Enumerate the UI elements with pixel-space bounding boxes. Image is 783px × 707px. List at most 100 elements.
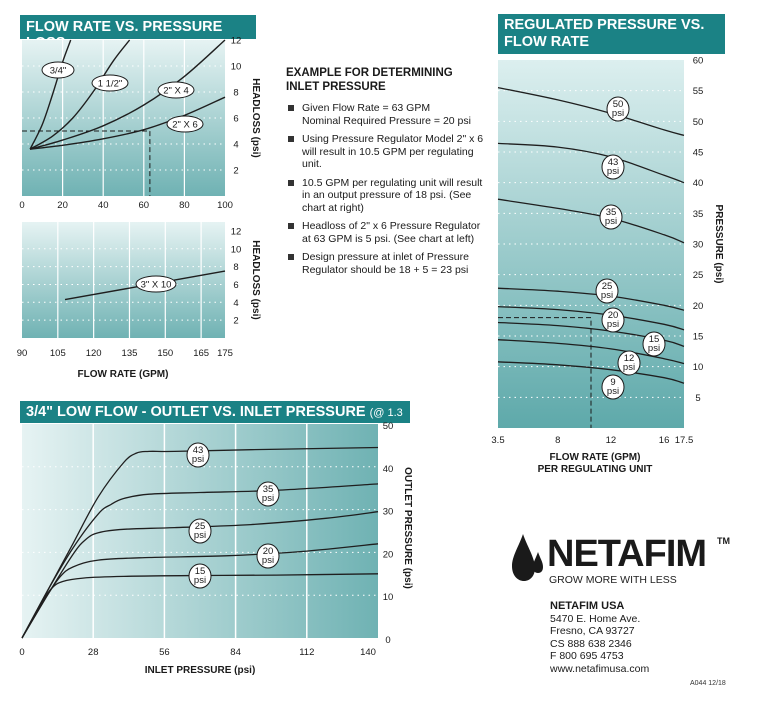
document-id: A044 12/18 [690, 680, 726, 687]
series-label-text: 9 [610, 377, 615, 388]
series-label-bubble [186, 442, 210, 468]
series-label-text: 20 [263, 546, 274, 557]
series-line [21, 446, 379, 639]
header-regulated-line2: FLOW RATE [504, 34, 590, 50]
header-low-flow-title: 3/4" LOW FLOW - OUTLET VS. INLET PRESSUR… [26, 404, 366, 420]
series-label-text: 15 [649, 334, 660, 345]
series-label-bubble [606, 96, 630, 122]
x-tick-label: 80 [179, 200, 190, 211]
series-label-text: 35 [606, 207, 617, 218]
series-label-text: 3" X 10 [141, 280, 172, 291]
netafim-logo: NETAFIM TM GROW MORE WITH LESS [509, 532, 749, 592]
x-tick-label: 120 [86, 348, 102, 359]
series-label-bubble [256, 481, 280, 507]
example-item-text: Given Flow Rate = 63 GPM [302, 102, 431, 114]
series-label-text: psi [194, 530, 206, 541]
bullet-icon [288, 105, 294, 111]
series-label-bubble [256, 543, 280, 569]
example-item: Headloss of 2" x 6 Pressure Regulator at… [286, 220, 486, 245]
x-tick-label: 28 [88, 647, 99, 658]
series-line [29, 39, 226, 150]
y-axis-label: HEADLOSS (psi) [250, 240, 261, 319]
example-title-line1: EXAMPLE FOR DETERMINING [286, 67, 453, 79]
header-regulated-line1: REGULATED PRESSURE VS. [504, 17, 705, 33]
example-item-text: Headloss of 2" x 6 Pressure Regulator at… [302, 220, 481, 245]
y-axis-label: PRESSURE (psi) [713, 205, 724, 284]
series-label-text: 43 [193, 445, 204, 456]
example-item-text: Nominal Required Pressure = 20 psi [302, 114, 471, 127]
series-line [21, 573, 379, 639]
x-tick-label: 40 [98, 200, 109, 211]
website-link[interactable]: www.netafimusa.com [550, 662, 650, 675]
x-tick-label: 140 [360, 647, 376, 658]
x-tick-label: 105 [50, 348, 66, 359]
series-label-text: 12 [624, 353, 635, 364]
example-title: EXAMPLE FOR DETERMINING INLET PRESSURE [286, 66, 486, 94]
x-tick-label: 165 [193, 348, 209, 359]
bullet-icon [288, 136, 294, 142]
series-line [30, 96, 226, 150]
series-label-text: psi [605, 216, 617, 227]
x-tick-label: 60 [139, 200, 150, 211]
x-tick-label: 0 [19, 200, 24, 211]
x-tick-label: 8 [555, 435, 560, 446]
y-tick-label: 25 [693, 270, 704, 281]
series-label-text: psi [612, 108, 624, 119]
series-label-text: 25 [602, 281, 613, 292]
y-tick-label: 30 [383, 507, 394, 518]
header-regulated-pressure: REGULATED PRESSURE VS. FLOW RATE [498, 14, 725, 54]
company-address: NETAFIM USA 5470 E. Home Ave. Fresno, CA… [550, 600, 649, 675]
series-label-text: 15 [195, 566, 206, 577]
y-tick-label: 60 [693, 56, 704, 67]
y-tick-label: 20 [383, 549, 394, 560]
x-tick-label: 0 [19, 647, 24, 658]
y-tick-label: 4 [233, 298, 238, 309]
y-tick-label: 8 [233, 262, 238, 273]
series-label-text: psi [262, 555, 274, 566]
series-label-bubble [601, 374, 625, 400]
series-label-bubble [595, 278, 619, 304]
y-tick-label: 35 [693, 209, 704, 220]
bullet-icon [288, 254, 294, 260]
y-tick-label: 8 [233, 88, 238, 99]
address-street: 5470 E. Home Ave. [550, 612, 641, 625]
series-label-text: psi [648, 343, 660, 354]
y-tick-label: 5 [695, 393, 700, 404]
bullet-icon [288, 179, 294, 186]
y-tick-label: 50 [693, 117, 704, 128]
bullet-icon [288, 223, 294, 229]
x-tick-label: 84 [230, 647, 241, 658]
x-axis-label: FLOW RATE (GPM) [78, 369, 169, 380]
example-title-line2: INLET PRESSURE [286, 81, 386, 93]
phone-cs: CS 888 638 2346 [550, 637, 632, 650]
series-label-bubble [91, 74, 129, 92]
y-tick-label: 2 [233, 166, 238, 177]
series-label-text: 2" X 4 [163, 86, 189, 97]
company-name: NETAFIM USA [550, 600, 625, 612]
header-flow-vs-pressure-loss: FLOW RATE VS. PRESSURE LOSS [20, 15, 256, 51]
x-tick-label: 56 [159, 647, 170, 658]
y-tick-label: 10 [693, 362, 704, 373]
y-tick-label: 20 [693, 301, 704, 312]
series-label-text: psi [194, 575, 206, 586]
x-tick-label: 90 [17, 348, 28, 359]
guide-dashed-line [498, 317, 592, 428]
series-label-bubble [188, 563, 212, 589]
series-label-bubble [166, 115, 204, 133]
example-item: Using Pressure Regulator Model 2" x 6 wi… [286, 133, 486, 171]
y-tick-label: 12 [231, 226, 242, 237]
phone-fax: F 800 695 4753 [550, 650, 624, 662]
y-tick-label: 0 [385, 635, 390, 646]
y-tick-label: 10 [231, 62, 242, 73]
x-tick-label: 20 [57, 200, 68, 211]
x-axis-label: FLOW RATE (GPM) [550, 452, 641, 463]
example-block: EXAMPLE FOR DETERMINING INLET PRESSURE G… [286, 66, 486, 282]
series-label-bubble [642, 331, 666, 357]
y-tick-label: 40 [383, 464, 394, 475]
x-axis-label: INLET PRESSURE (psi) [145, 665, 256, 676]
series-label-text: psi [623, 362, 635, 373]
y-axis-label: HEADLOSS (psi) [250, 78, 261, 157]
series-label-bubble [41, 61, 75, 79]
example-item: 10.5 GPM per regulating unit will result… [286, 177, 486, 215]
